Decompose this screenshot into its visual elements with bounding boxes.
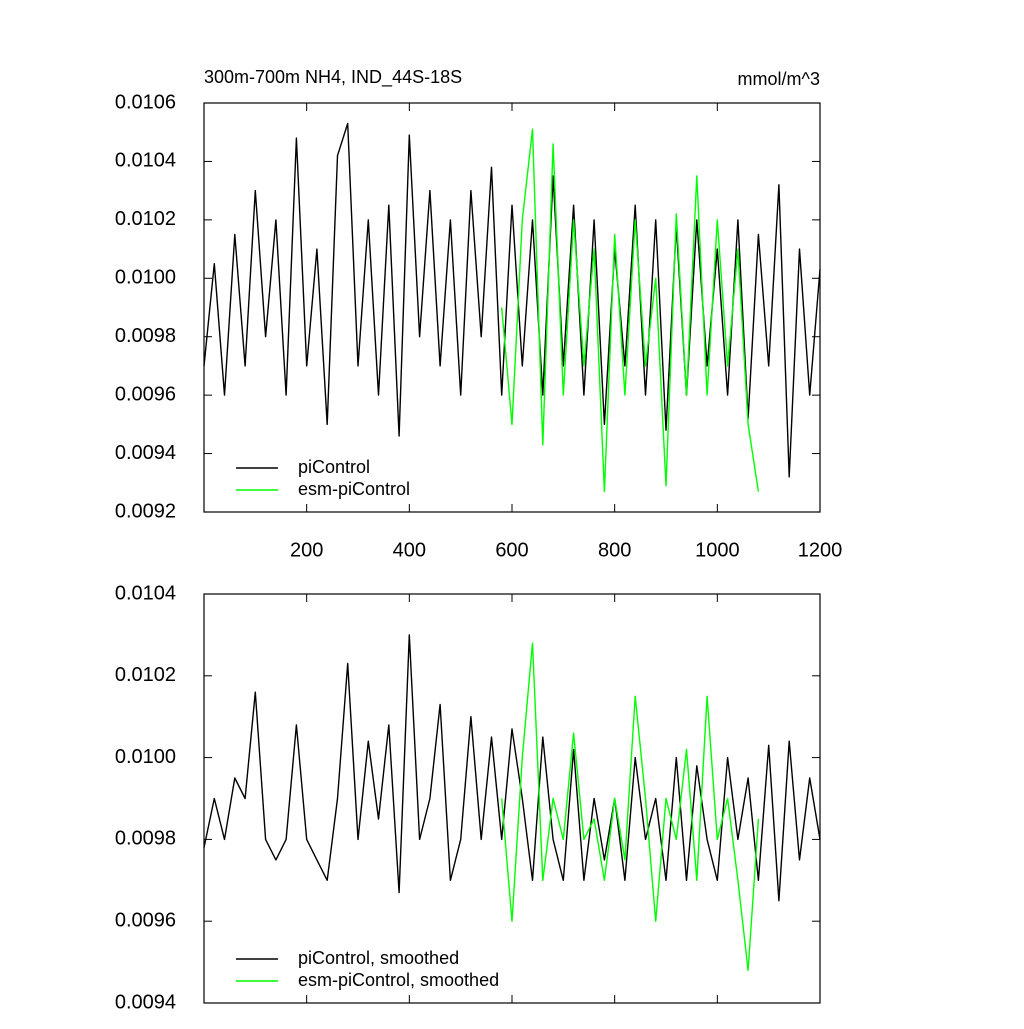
x-tick-label: 200 — [290, 539, 323, 561]
y-tick-label: 0.0098 — [115, 325, 176, 347]
y-tick-label: 0.0100 — [115, 267, 176, 289]
legend-label: esm-piControl — [298, 479, 410, 499]
x-tick-label: 800 — [598, 539, 631, 561]
x-tick-label: 600 — [495, 539, 528, 561]
legend-label: piControl, smoothed — [298, 948, 459, 968]
x-tick-label: 1200 — [798, 539, 843, 561]
x-tick-label: 400 — [393, 539, 426, 561]
series-line — [501, 128, 760, 493]
x-tick-label: 1000 — [695, 539, 740, 561]
y-tick-label: 0.0102 — [115, 664, 176, 686]
y-tick-label: 0.0092 — [115, 500, 176, 522]
y-tick-label: 0.0104 — [115, 582, 176, 604]
y-tick-label: 0.0098 — [115, 828, 176, 850]
y-tick-label: 0.0102 — [115, 208, 176, 230]
series-line — [203, 634, 821, 902]
y-tick-label: 0.0100 — [115, 746, 176, 768]
plot-frame — [203, 593, 821, 1004]
y-tick-label: 0.0106 — [115, 91, 176, 113]
y-tick-label: 0.0096 — [115, 909, 176, 931]
series-line — [501, 642, 760, 971]
y-tick-label: 0.0094 — [115, 442, 176, 464]
series-line — [203, 122, 821, 478]
y-tick-label: 0.0094 — [115, 991, 176, 1013]
chart-title: 300m-700m NH4, IND_44S-18S — [204, 67, 462, 88]
plot-frame — [203, 102, 821, 513]
legend-label: esm-piControl, smoothed — [298, 970, 499, 990]
legend-label: piControl — [298, 457, 370, 477]
units-label: mmol/m^3 — [738, 69, 820, 89]
y-tick-label: 0.0096 — [115, 383, 176, 405]
y-tick-label: 0.0104 — [115, 150, 176, 172]
